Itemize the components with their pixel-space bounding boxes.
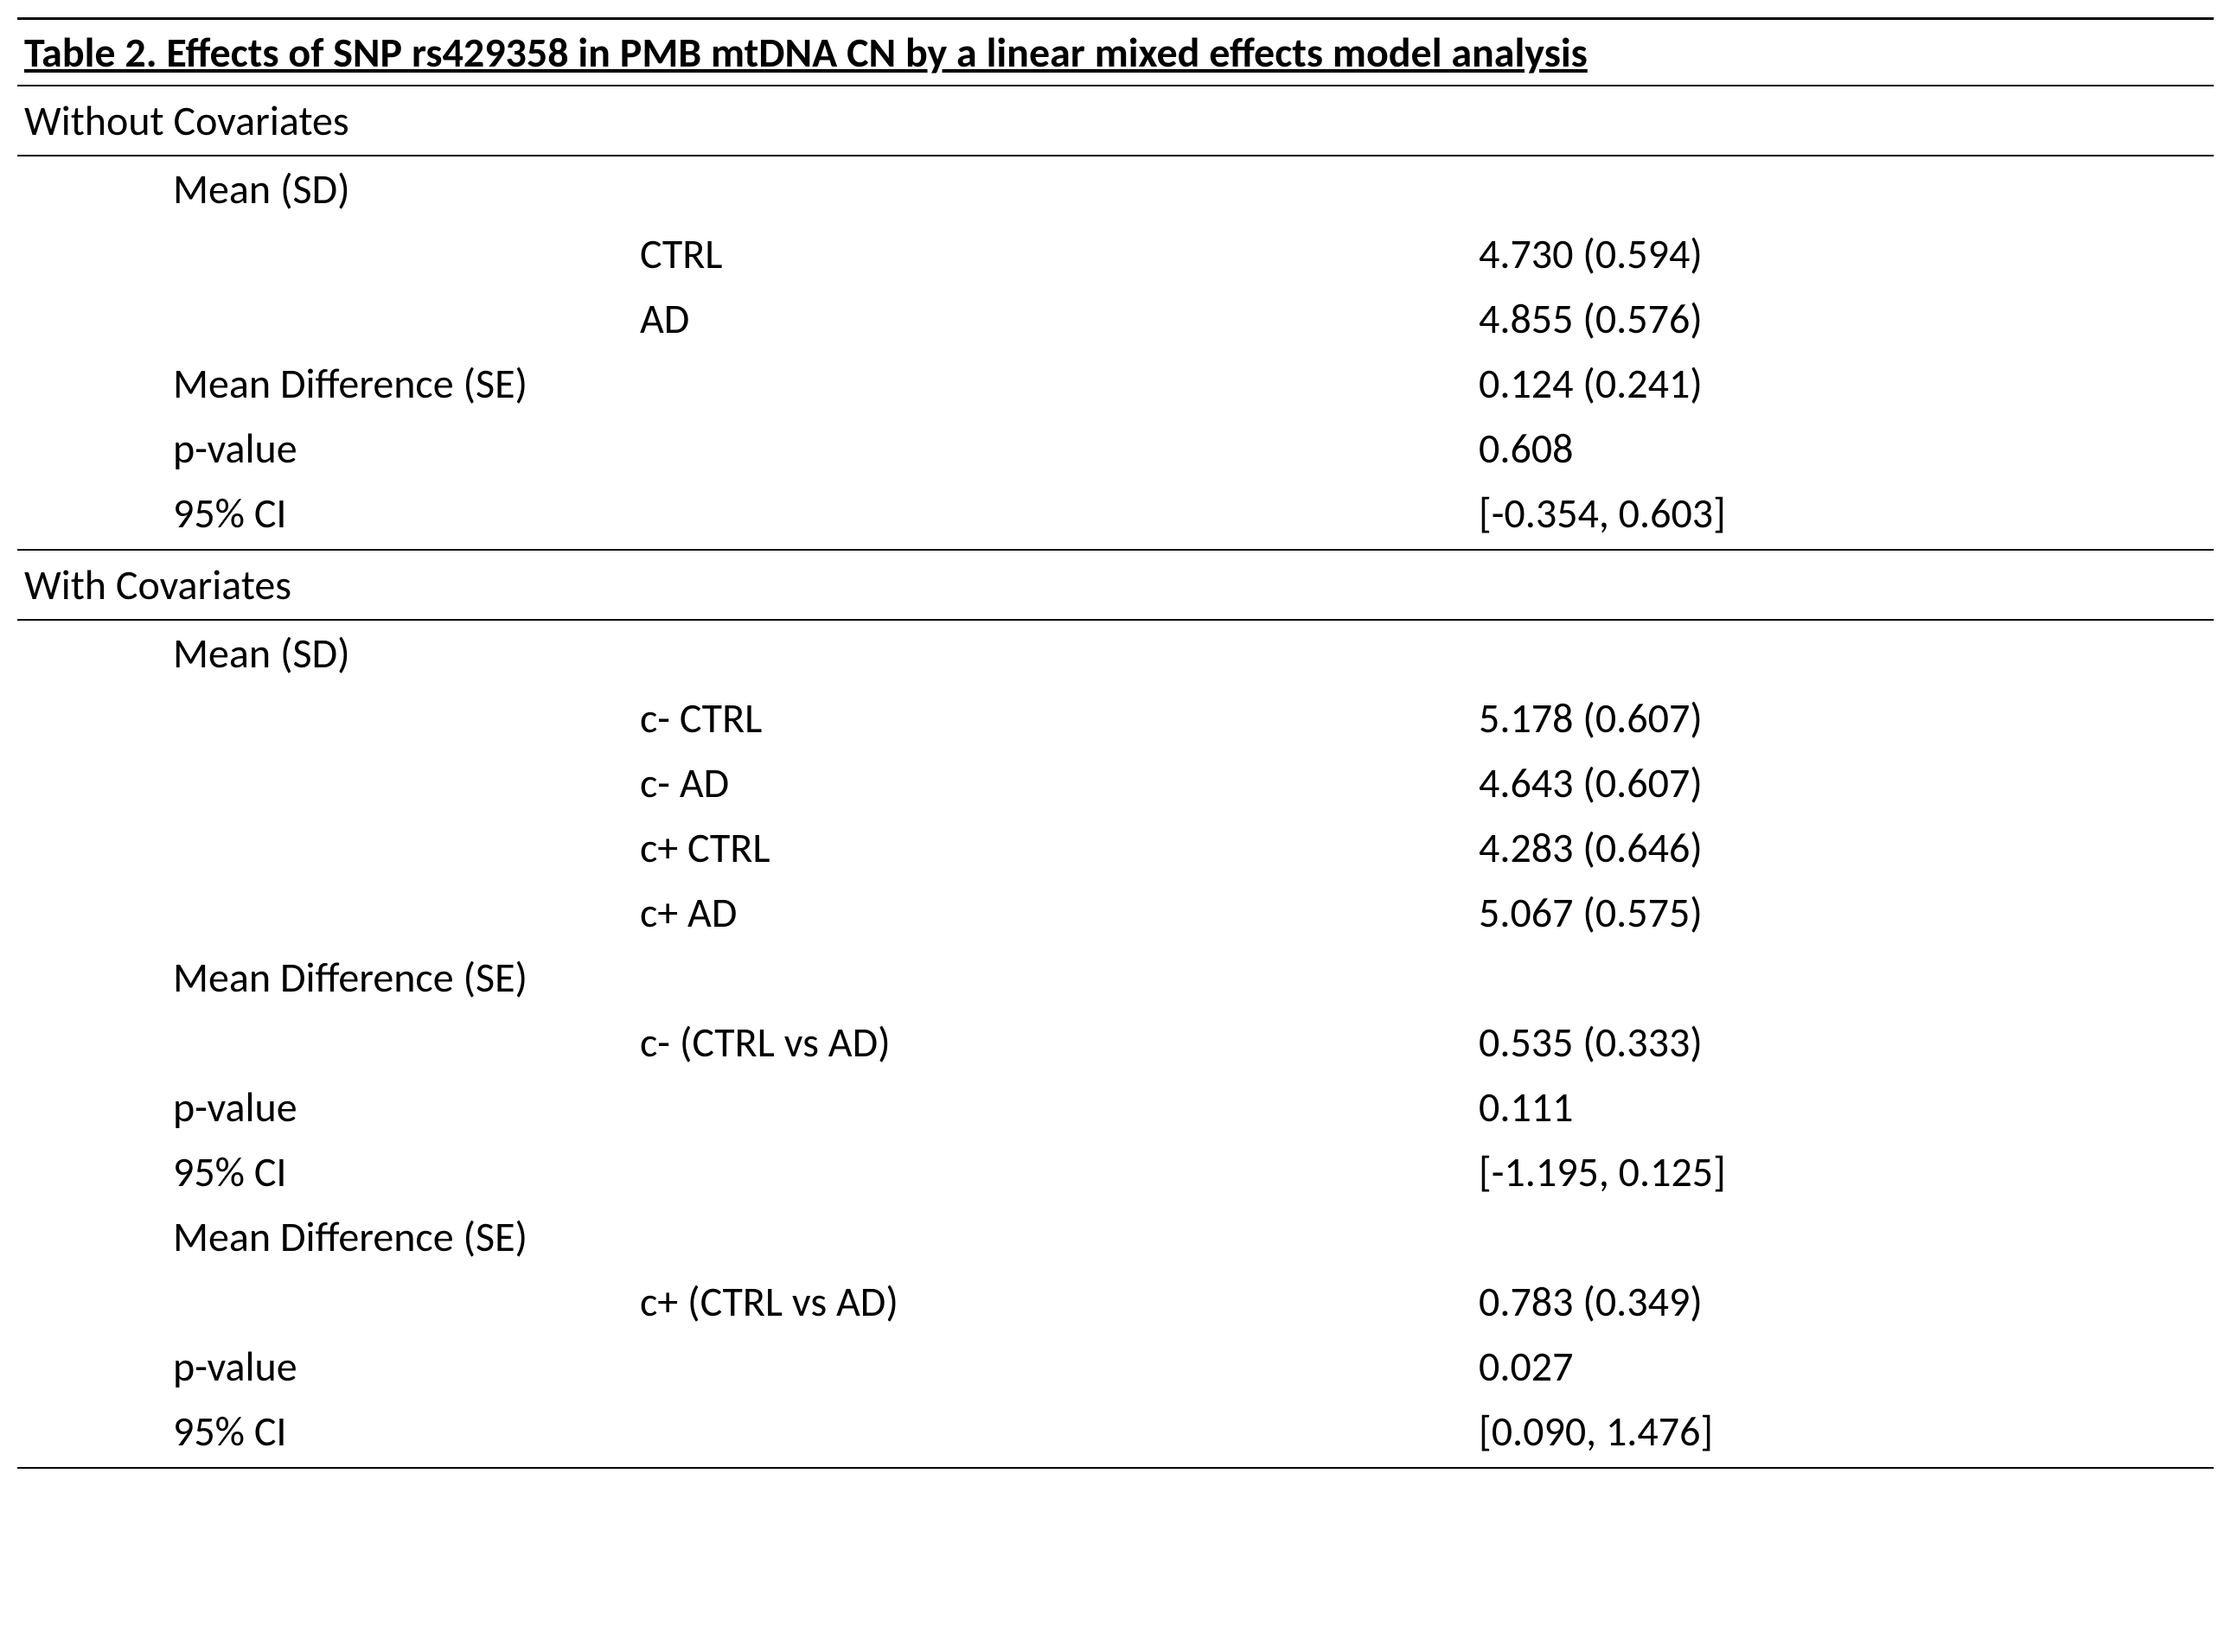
- table-row: c- CTRL 5.178 (0.607): [17, 686, 2214, 750]
- table-row: c+ (CTRL vs AD) 0.783 (0.349): [17, 1269, 2214, 1334]
- table-row: p-value 0.027: [17, 1334, 2214, 1399]
- label: c- AD: [640, 757, 729, 808]
- value: 0.783 (0.349): [1479, 1276, 1703, 1327]
- label: 95% CI: [173, 1406, 287, 1457]
- table-row: p-value 0.111: [17, 1075, 2214, 1139]
- section-without-header: Without Covariates: [17, 86, 2214, 156]
- mean-sd-label-without: Mean (SD): [17, 156, 2214, 221]
- value: 4.730 (0.594): [1479, 228, 1703, 279]
- value: [-0.354, 0.603]: [1479, 488, 1726, 539]
- label: c- CTRL: [640, 692, 762, 743]
- value: 0.124 (0.241): [1479, 358, 1703, 409]
- label: p-value: [173, 1341, 297, 1392]
- value: [-1.195, 0.125]: [1479, 1146, 1726, 1197]
- mean-sd-label-with: Mean (SD): [17, 621, 2214, 686]
- label: 95% CI: [173, 488, 287, 539]
- label: c+ CTRL: [640, 822, 770, 873]
- label: c+ (CTRL vs AD): [640, 1276, 898, 1327]
- label: CTRL: [640, 228, 722, 279]
- label: Mean Difference (SE): [173, 1211, 527, 1262]
- label: 95% CI: [173, 1146, 287, 1197]
- value: 0.535 (0.333): [1479, 1017, 1703, 1068]
- table-title: Table 2. Effects of SNP rs429358 in PMB …: [17, 17, 2214, 86]
- label: AD: [640, 293, 689, 344]
- value: 0.608: [1479, 423, 1573, 474]
- mean-diff-label-1: Mean Difference (SE): [17, 945, 2214, 1010]
- table-row: AD 4.855 (0.576): [17, 286, 2214, 351]
- table-row: c- (CTRL vs AD) 0.535 (0.333): [17, 1010, 2214, 1075]
- table-row: CTRL 4.730 (0.594): [17, 221, 2214, 286]
- table-row: c+ CTRL 4.283 (0.646): [17, 815, 2214, 880]
- section-with-header: With Covariates: [17, 551, 2214, 621]
- table-row: 95% CI [-0.354, 0.603]: [17, 481, 2214, 551]
- value: 0.111: [1479, 1081, 1573, 1132]
- table-row: Mean Difference (SE) 0.124 (0.241): [17, 351, 2214, 416]
- label: p-value: [173, 423, 297, 474]
- label: Mean (SD): [173, 628, 350, 679]
- value: 4.283 (0.646): [1479, 822, 1703, 873]
- label: Mean Difference (SE): [173, 358, 527, 409]
- label: Mean (SD): [173, 163, 350, 214]
- value: 4.643 (0.607): [1479, 757, 1703, 808]
- table-row: 95% CI [0.090, 1.476]: [17, 1399, 2214, 1469]
- table-row: c- AD 4.643 (0.607): [17, 750, 2214, 815]
- table-2: Table 2. Effects of SNP rs429358 in PMB …: [17, 17, 2214, 1469]
- label: c- (CTRL vs AD): [640, 1017, 891, 1068]
- table-row: c+ AD 5.067 (0.575): [17, 880, 2214, 945]
- label: c+ AD: [640, 887, 737, 938]
- label: p-value: [173, 1081, 297, 1132]
- table-row: p-value 0.608: [17, 416, 2214, 481]
- table-row: 95% CI [-1.195, 0.125]: [17, 1139, 2214, 1204]
- value: 5.178 (0.607): [1479, 692, 1703, 743]
- mean-diff-label-2: Mean Difference (SE): [17, 1204, 2214, 1269]
- value: 4.855 (0.576): [1479, 293, 1703, 344]
- label: Mean Difference (SE): [173, 952, 527, 1003]
- value: 0.027: [1479, 1341, 1573, 1392]
- value: 5.067 (0.575): [1479, 887, 1703, 938]
- value: [0.090, 1.476]: [1479, 1406, 1713, 1457]
